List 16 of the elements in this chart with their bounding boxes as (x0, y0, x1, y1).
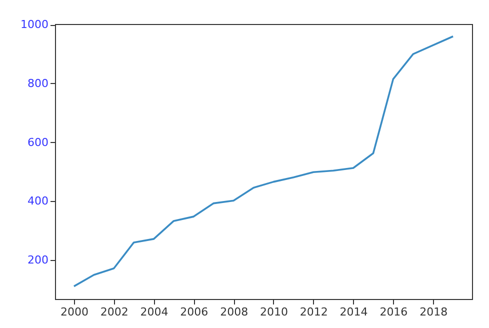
x-tick-label: 2000 (60, 306, 88, 318)
y-tick-label: 400 (28, 194, 48, 208)
y-tick-label: 200 (28, 254, 48, 267)
y-tick-label: 1000 (20, 18, 48, 32)
x-tick-label: 2018 (420, 306, 448, 318)
x-tick-label: 2004 (140, 306, 168, 318)
x-tick-label: 2014 (340, 306, 368, 318)
x-tick-label: 2006 (180, 306, 208, 318)
x-tick-label: 2008 (220, 306, 248, 318)
x-tick-label: 2010 (260, 306, 288, 318)
line-series (73, 35, 454, 288)
y-tick-label: 600 (28, 136, 48, 149)
y-tick-label: 800 (28, 76, 48, 90)
x-tick-label: 2016 (380, 306, 408, 318)
x-tick-label: 2012 (300, 306, 328, 318)
x-tick-label: 2002 (100, 306, 128, 318)
